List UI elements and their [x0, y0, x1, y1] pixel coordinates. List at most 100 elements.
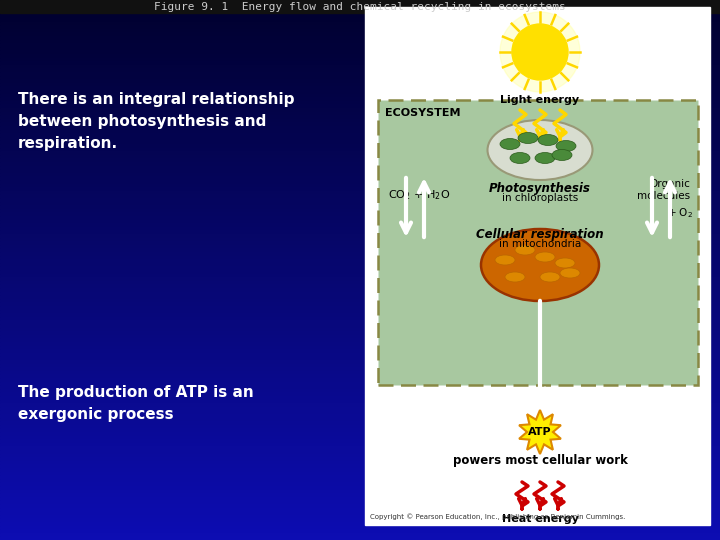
- Bar: [0, 4, 720, 7]
- Bar: [0, 158, 720, 162]
- Text: There is an integral relationship
between photosynthesis and
respiration.: There is an integral relationship betwee…: [18, 92, 294, 151]
- Bar: [0, 47, 720, 50]
- Text: Heat energy: Heat energy: [502, 514, 578, 524]
- Bar: [0, 140, 720, 144]
- Text: + O$_2$: + O$_2$: [667, 206, 693, 220]
- Text: ECOSYSTEM: ECOSYSTEM: [385, 108, 461, 118]
- Text: ATP: ATP: [528, 427, 552, 437]
- Bar: [0, 104, 720, 108]
- Bar: [0, 22, 720, 25]
- Bar: [0, 324, 720, 328]
- Bar: [0, 245, 720, 248]
- Ellipse shape: [510, 152, 530, 164]
- Ellipse shape: [560, 268, 580, 278]
- Bar: [0, 7, 720, 11]
- Bar: [0, 396, 720, 400]
- Bar: [0, 115, 720, 119]
- Bar: [0, 133, 720, 137]
- Bar: [0, 382, 720, 385]
- Bar: [0, 425, 720, 428]
- Bar: [0, 101, 720, 104]
- Polygon shape: [519, 410, 561, 454]
- Circle shape: [512, 24, 568, 80]
- Bar: [0, 252, 720, 255]
- Bar: [0, 29, 720, 32]
- Bar: [0, 147, 720, 151]
- Bar: [0, 486, 720, 490]
- Bar: [0, 177, 720, 180]
- Bar: [0, 443, 720, 447]
- Bar: [0, 414, 720, 417]
- Bar: [0, 151, 720, 155]
- Bar: [0, 417, 720, 421]
- Bar: [0, 201, 720, 205]
- Bar: [0, 223, 720, 227]
- Bar: [0, 346, 720, 349]
- Bar: [0, 108, 720, 112]
- Bar: [0, 328, 720, 331]
- Bar: [0, 194, 720, 198]
- Bar: [0, 69, 720, 72]
- Bar: [0, 428, 720, 432]
- Bar: [0, 515, 720, 518]
- Bar: [0, 508, 720, 511]
- Bar: [0, 97, 720, 101]
- Bar: [0, 79, 720, 83]
- Bar: [0, 335, 720, 339]
- Bar: [0, 212, 720, 216]
- Bar: [0, 385, 720, 389]
- Bar: [0, 58, 720, 61]
- Bar: [0, 54, 720, 58]
- Bar: [0, 11, 720, 15]
- Bar: [0, 184, 720, 187]
- Ellipse shape: [552, 150, 572, 160]
- Text: CO$_2$ + H$_2$O: CO$_2$ + H$_2$O: [388, 188, 450, 202]
- Bar: [0, 533, 720, 536]
- Bar: [0, 518, 720, 522]
- Text: Photosynthesis: Photosynthesis: [489, 182, 591, 195]
- Bar: [0, 169, 720, 173]
- Bar: [0, 277, 720, 281]
- Bar: [0, 439, 720, 443]
- Bar: [0, 471, 720, 475]
- Bar: [0, 497, 720, 501]
- Bar: [0, 32, 720, 36]
- Bar: [0, 378, 720, 382]
- Bar: [0, 389, 720, 393]
- Bar: [0, 15, 720, 18]
- Ellipse shape: [535, 252, 555, 262]
- Bar: [0, 39, 720, 43]
- Bar: [0, 299, 720, 302]
- Bar: [0, 162, 720, 166]
- Bar: [0, 317, 720, 320]
- Bar: [0, 112, 720, 115]
- Bar: [0, 360, 720, 363]
- Bar: [0, 403, 720, 407]
- Bar: [0, 76, 720, 79]
- Bar: [0, 410, 720, 414]
- Bar: [0, 191, 720, 194]
- Bar: [0, 436, 720, 439]
- Bar: [0, 285, 720, 288]
- Bar: [0, 454, 720, 457]
- Bar: [0, 374, 720, 378]
- Bar: [0, 25, 720, 29]
- Bar: [0, 119, 720, 123]
- Bar: [0, 522, 720, 525]
- Bar: [0, 450, 720, 454]
- Bar: [0, 50, 720, 54]
- Bar: [0, 482, 720, 486]
- Bar: [0, 468, 720, 471]
- Bar: [0, 475, 720, 479]
- Bar: [0, 36, 720, 39]
- Bar: [0, 400, 720, 403]
- Bar: [0, 43, 720, 47]
- Ellipse shape: [555, 258, 575, 268]
- Bar: [0, 198, 720, 201]
- Bar: [0, 302, 720, 306]
- Ellipse shape: [481, 229, 599, 301]
- Bar: [0, 227, 720, 231]
- Bar: [0, 18, 720, 22]
- Text: Copyright © Pearson Education, Inc., publishing as Benjamin Cummings.: Copyright © Pearson Education, Inc., pub…: [370, 514, 626, 521]
- Ellipse shape: [556, 140, 576, 152]
